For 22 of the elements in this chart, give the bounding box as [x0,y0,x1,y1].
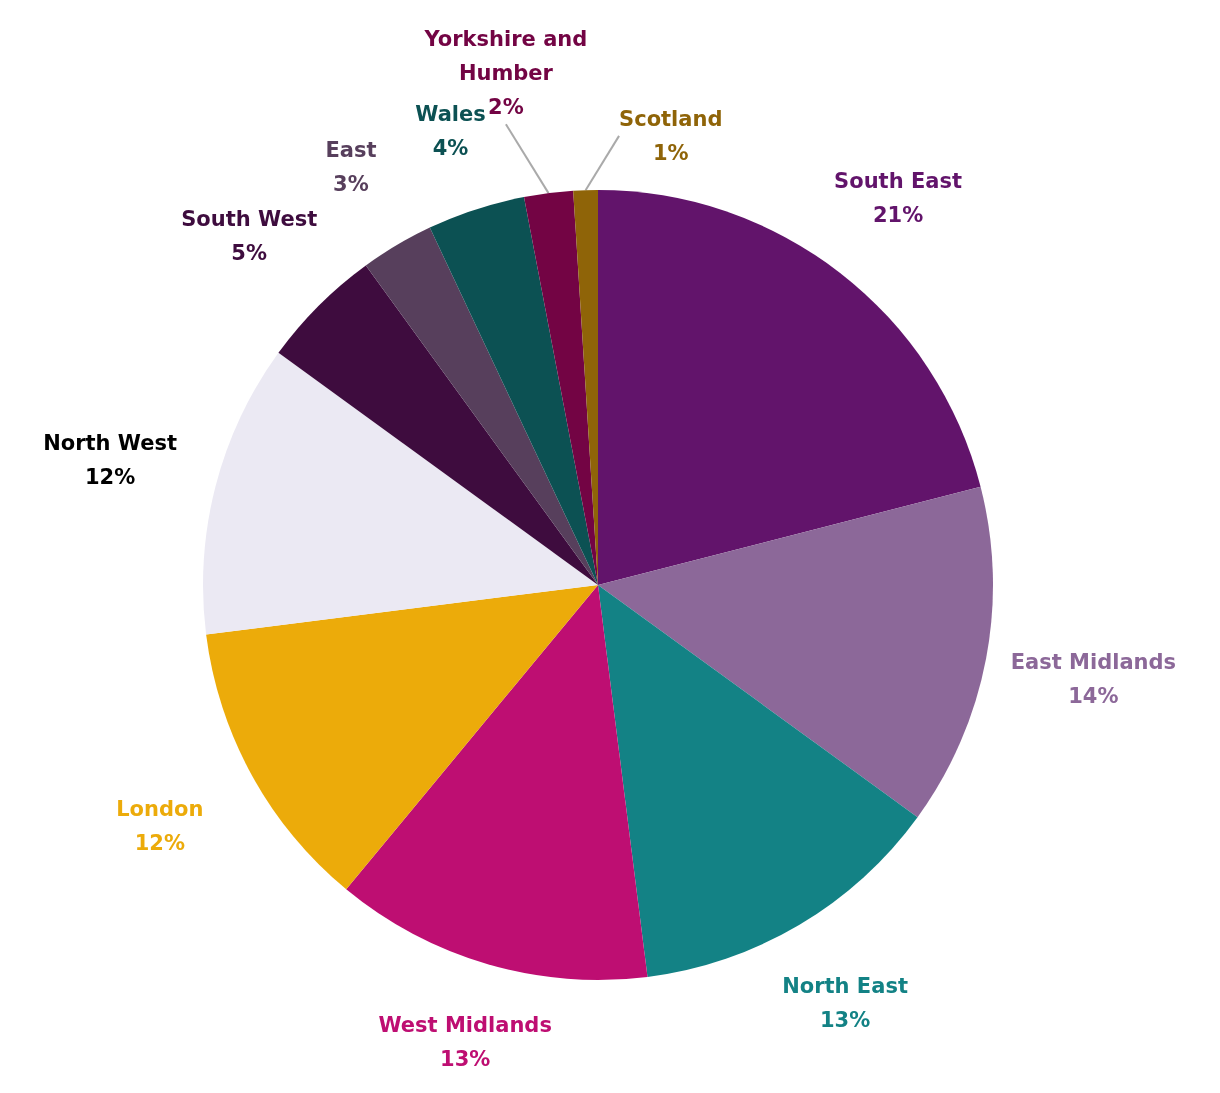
data-label: 13% [819,1007,871,1032]
data-label: 2% [488,95,524,120]
slice-label: London [116,796,204,821]
slice-label: East [325,138,377,163]
data-label: 21% [872,203,924,228]
slice-label: North East [782,973,908,998]
data-label: 4% [432,136,469,160]
slice-label: Wales [415,102,486,126]
data-label: 1% [652,140,689,165]
slice-label: West Midlands [378,1013,552,1038]
slice-label: East Midlands [1010,650,1177,675]
data-label: 14% [1068,684,1119,709]
slice-label: South West [181,207,318,232]
data-label: 13% [440,1047,491,1072]
slice-label: Yorkshire and Humber [423,27,588,86]
data-label: 12% [84,464,136,489]
data-label: 3% [333,172,369,197]
slice-label: South East [834,169,962,194]
data-label: 5% [231,241,268,266]
slice-label: North West [43,430,178,455]
slice-label: Scotland [619,106,723,131]
data-label: 12% [134,830,185,855]
